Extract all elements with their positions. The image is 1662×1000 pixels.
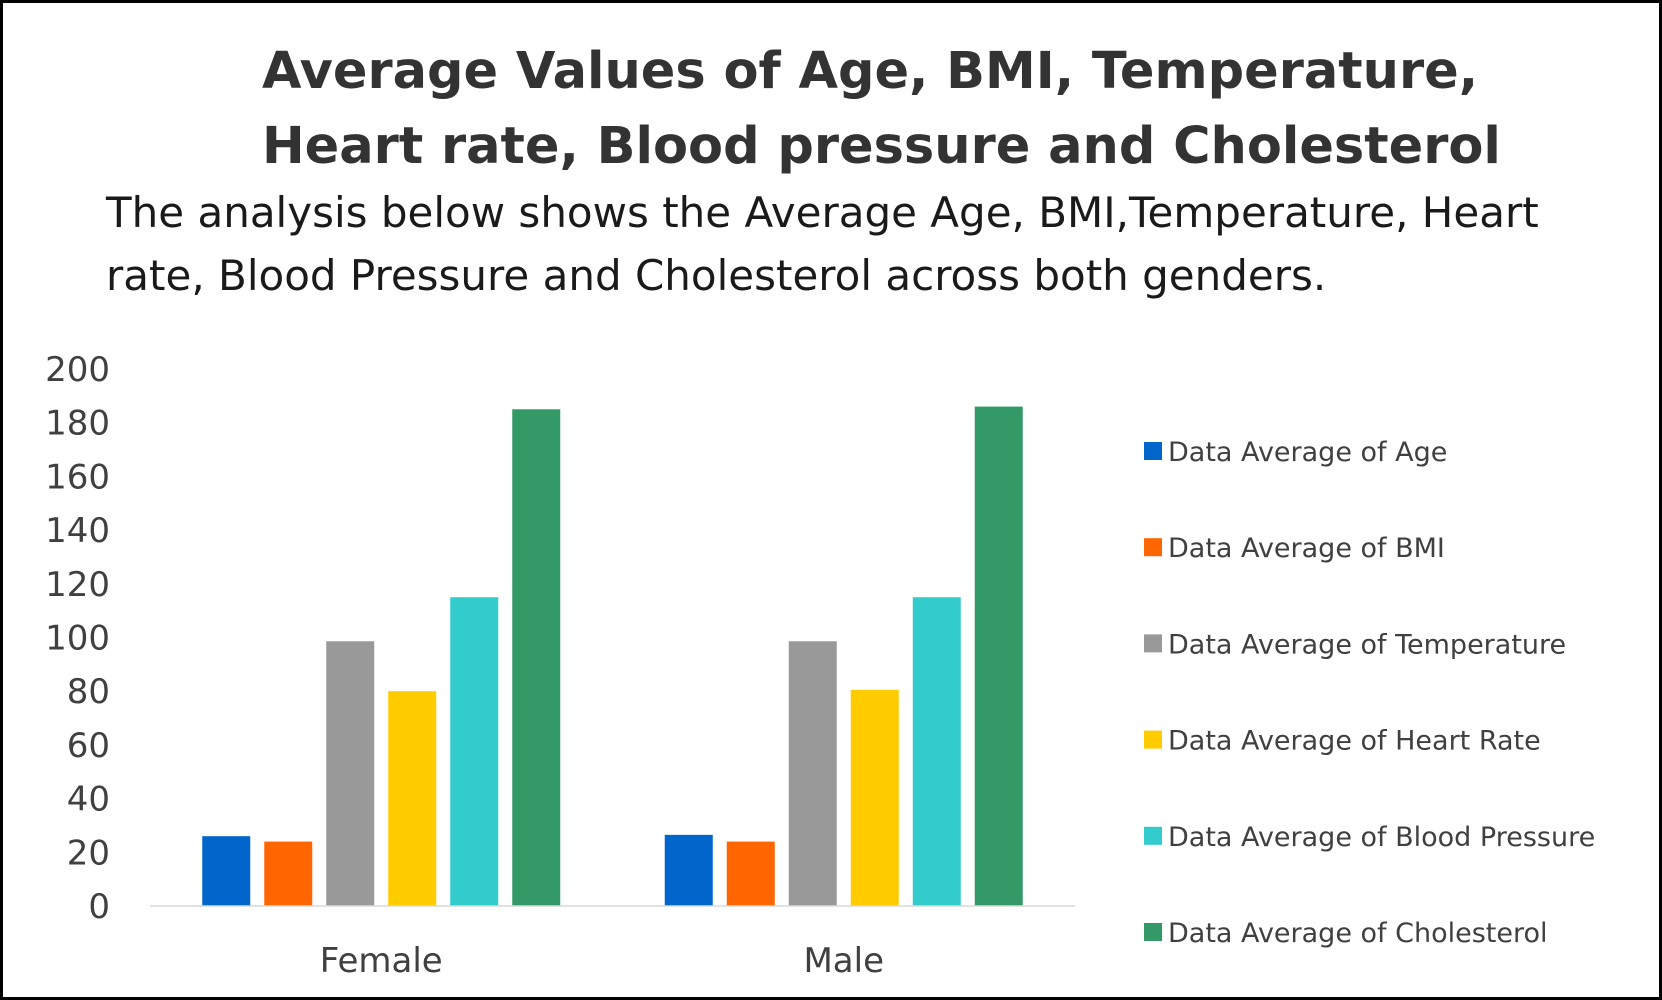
legend-swatch — [1144, 538, 1162, 557]
y-tick-label: 0 — [88, 887, 110, 927]
y-tick-label: 80 — [67, 672, 110, 712]
legend-label: Data Average of Heart Rate — [1168, 726, 1541, 757]
bar-female-2 — [264, 841, 313, 906]
chart-subtitle: The analysis below shows the Average Age… — [106, 188, 1539, 300]
legend-swatch — [1144, 634, 1162, 653]
bar-male-2 — [726, 841, 775, 906]
x-category-label: Male — [803, 941, 884, 981]
bar-female-1 — [202, 836, 251, 906]
y-tick-label: 120 — [45, 565, 110, 605]
legend-label: Data Average of Temperature — [1168, 629, 1566, 660]
y-tick-label: 20 — [67, 833, 110, 873]
bar-male-6 — [974, 406, 1023, 906]
y-tick-label: 100 — [45, 619, 110, 659]
y-tick-label: 200 — [45, 350, 110, 390]
y-tick-label: 180 — [45, 404, 110, 444]
y-tick-label: 60 — [67, 726, 110, 766]
y-tick-label: 40 — [67, 780, 110, 820]
chart-title: Average Values of Age, BMI, Temperature,… — [262, 42, 1501, 176]
bar-female-5 — [450, 597, 499, 906]
y-tick-label: 140 — [45, 511, 110, 551]
legend-swatch — [1144, 826, 1162, 845]
legend-label: Data Average of Age — [1168, 437, 1447, 468]
bar-male-5 — [912, 597, 961, 906]
legend-label: Data Average of Cholesterol — [1168, 918, 1548, 949]
legend: Data Average of Age Data Average of BMI Da… — [1144, 437, 1595, 949]
bar-male-4 — [850, 689, 899, 906]
bar-female-3 — [326, 641, 375, 906]
bar-male-3 — [788, 641, 837, 906]
legend-swatch — [1144, 442, 1162, 460]
x-category-label: Female — [320, 941, 443, 981]
legend-label: Data Average of Blood Pressure — [1168, 822, 1595, 853]
legend-swatch — [1144, 730, 1162, 749]
bar-female-6 — [512, 409, 561, 906]
y-axis: 0 20 40 60 80 100 120 140 160 180 200 — [45, 350, 110, 927]
bars — [202, 406, 1023, 906]
y-tick-label: 160 — [45, 457, 110, 497]
x-axis: Female Male — [150, 905, 1075, 981]
bar-female-4 — [388, 691, 437, 906]
legend-swatch — [1144, 923, 1162, 941]
legend-label: Data Average of BMI — [1168, 533, 1445, 564]
bar-male-1 — [664, 834, 713, 906]
